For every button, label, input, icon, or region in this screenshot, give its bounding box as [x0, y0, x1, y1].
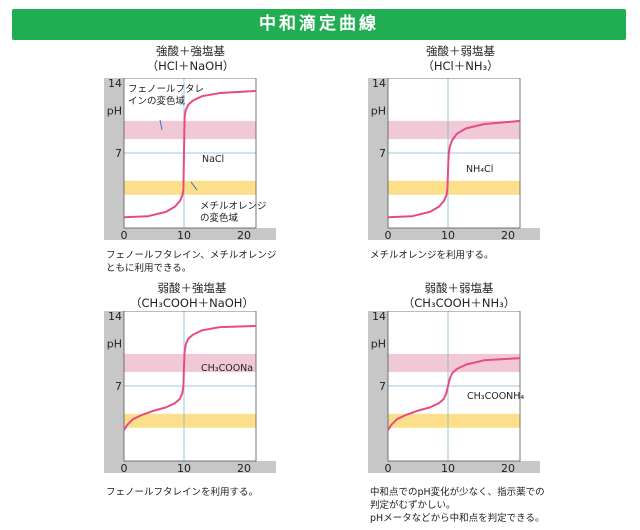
titration-curve [387, 119, 521, 219]
chart-caption: 中和点でのpH変化が少なく、指示薬での 判定がむずかしい。 pHメータなどから中… [370, 486, 545, 525]
annotation-mo-indicator: メチルオレンジ [200, 201, 267, 212]
salt-label: CH₃COONH₄ [467, 391, 524, 402]
caption-line: メチルオレンジを利用する。 [370, 250, 494, 261]
chart-title-line1: 強酸＋強塩基 [156, 44, 225, 58]
methyl-orange-band [124, 413, 256, 428]
y-tick-label: 7 [379, 380, 386, 393]
y-tick-label: 7 [115, 147, 122, 160]
y-axis-band [368, 311, 388, 473]
x-tick-label: 20 [237, 462, 251, 473]
x-tick-label: 10 [441, 229, 455, 240]
titration-chart-ch3cooh-naoh: 14 7 pH 0 10 20 CH₃COONa [104, 311, 276, 473]
x-tick-label: 20 [501, 229, 515, 240]
y-tick-label: 14 [372, 78, 386, 90]
x-axis-band [104, 461, 276, 473]
chart-title-line2: （HCl＋NaOH） [146, 59, 235, 73]
caption-line: 中和点でのpH変化が少なく、指示薬での [370, 487, 545, 498]
chart-caption: フェノールフタレインを利用する。 [106, 486, 258, 499]
methyl-orange-pointer [190, 181, 198, 191]
chart-title-line2: （HCl＋NH₃） [422, 59, 499, 73]
chart-title-line2: （CH₃COOH＋NaOH） [130, 296, 254, 310]
x-tick-label: 0 [121, 462, 128, 473]
phenolphthalein-band [388, 120, 520, 140]
y-tick-label: 14 [372, 311, 386, 323]
caption-line: 判定がむずかしい。 [370, 500, 456, 511]
caption-line: フェノールフタレインを利用する。 [106, 487, 259, 498]
x-tick-label: 20 [501, 462, 515, 473]
titration-curve [123, 89, 257, 219]
methyl-orange-band [124, 180, 256, 195]
x-tick-label: 10 [177, 229, 191, 240]
titration-curve [123, 325, 257, 431]
salt-label: NaCl [202, 154, 224, 165]
y-tick-label: 14 [108, 311, 122, 323]
y-tick-label: 14 [108, 78, 122, 90]
y-axis-band [104, 311, 124, 473]
chart-title-line1: 弱酸＋弱塩基 [424, 281, 494, 295]
x-tick-label: 10 [441, 462, 455, 473]
annotation-mo-indicator: の変色域 [200, 212, 239, 224]
phenolphthalein-band [124, 353, 256, 373]
annotation-ph-indicator: インの変色域 [128, 95, 186, 107]
y-tick-label: 7 [379, 147, 386, 160]
title-banner: 中和滴定曲線 [12, 9, 626, 40]
chart-caption: メチルオレンジを利用する。 [370, 249, 494, 262]
y-axis-band [104, 78, 124, 240]
methyl-orange-band [388, 413, 520, 428]
phenolphthalein-band [388, 353, 520, 373]
x-axis-band [368, 461, 540, 473]
y-axis-label: pH [371, 104, 386, 117]
caption-line: フェノールフタレイン、メチルオレンジ [106, 250, 277, 261]
salt-label: NH₄Cl [466, 164, 493, 175]
chart-title-weak-acid-strong-base: 弱酸＋強塩基 （CH₃COOH＋NaOH） [92, 281, 292, 311]
salt-label: CH₃COONa [201, 363, 253, 374]
titration-chart-hcl-nh3: 14 7 pH 0 10 20 NH₄Cl [368, 78, 540, 240]
y-axis-label: pH [371, 337, 386, 350]
x-tick-label: 0 [121, 229, 128, 240]
plot-frame [123, 311, 257, 462]
methyl-orange-band [388, 180, 520, 195]
chart-title-strong-acid-strong-base: 強酸＋強塩基 （HCl＋NaOH） [98, 44, 283, 74]
caption-line: ともに利用できる。 [106, 263, 192, 274]
x-tick-label: 0 [385, 462, 392, 473]
plot-frame [123, 78, 257, 229]
titration-curve [387, 357, 521, 431]
caption-line: pHメータなどから中和点を判定できる。 [370, 513, 545, 524]
titration-chart-ch3cooh-nh3: 14 7 pH 0 10 20 CH₃COONH₄ [368, 311, 540, 473]
x-tick-label: 0 [385, 229, 392, 240]
x-axis-band [368, 228, 540, 240]
y-axis-band [368, 78, 388, 240]
chart-title-line1: 強酸＋弱塩基 [426, 44, 495, 58]
y-axis-label: pH [107, 337, 122, 350]
phenolphthalein-band [124, 120, 256, 140]
plot-frame [387, 311, 521, 462]
x-tick-label: 20 [237, 229, 251, 240]
page-title: 中和滴定曲線 [259, 14, 379, 34]
phenolphthalein-pointer [159, 119, 163, 131]
annotation-ph-indicator: フェノールフタレ [128, 84, 204, 95]
plot-frame [387, 78, 521, 229]
y-tick-label: 7 [115, 380, 122, 393]
chart-title-line1: 弱酸＋強塩基 [157, 281, 227, 295]
chart-title-line2: （CH₃COOH＋NH₃） [402, 296, 516, 310]
chart-title-weak-acid-weak-base: 弱酸＋弱塩基 （CH₃COOH＋NH₃） [354, 281, 564, 311]
x-tick-label: 10 [177, 462, 191, 473]
y-axis-label: pH [107, 104, 122, 117]
x-axis-band [104, 228, 276, 240]
chart-caption: フェノールフタレイン、メチルオレンジ ともに利用できる。 [106, 249, 276, 275]
chart-title-strong-acid-weak-base: 強酸＋弱塩基 （HCl＋NH₃） [368, 44, 553, 74]
